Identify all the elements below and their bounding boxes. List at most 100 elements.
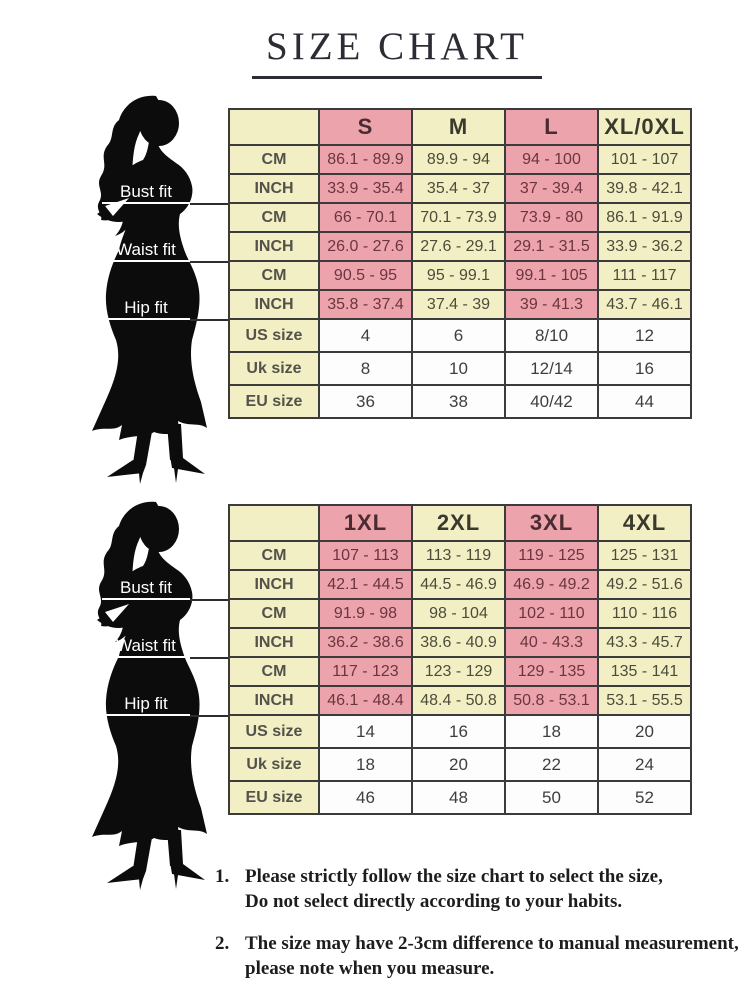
size-value-cell: 24 — [597, 747, 692, 782]
row-label: INCH — [228, 173, 320, 204]
size-value-cell: 117 - 123 — [318, 656, 413, 687]
table-row: INCH 46.1 - 48.4 48.4 - 50.8 50.8 - 53.1 53.… — [228, 685, 692, 716]
size-value-cell: 48 — [411, 780, 506, 815]
size-value-cell: 26.0 - 27.6 — [318, 231, 413, 262]
row-label: INCH — [228, 627, 320, 658]
table-row: EU size 46 48 50 52 — [228, 780, 692, 815]
waist-fit-label: Waist fit — [102, 240, 190, 262]
body-dress-shape — [92, 542, 207, 846]
note-line: please note when you measure. — [245, 958, 495, 980]
note-line: Please strictly follow the size chart to… — [245, 866, 663, 887]
size-value-cell: 16 — [411, 714, 506, 749]
size-value-cell: 40/42 — [504, 384, 599, 419]
notes-section: 1. Please strictly follow the size chart… — [215, 864, 740, 998]
table-row: US size 4 6 8/10 12 — [228, 318, 692, 353]
note-number: 2. — [215, 933, 230, 955]
note-line: The size may have 2-3cm difference to ma… — [245, 933, 739, 955]
left-leg-heel-shape — [107, 830, 153, 890]
size-value-cell: 123 - 129 — [411, 656, 506, 687]
row-label: INCH — [228, 289, 320, 320]
size-value-cell: 22 — [504, 747, 599, 782]
size-value-cell: 4 — [318, 318, 413, 353]
row-label: INCH — [228, 685, 320, 716]
table-row: INCH 33.9 - 35.4 35.4 - 37 37 - 39.4 39.8 - … — [228, 173, 692, 204]
size-value-cell: 49.2 - 51.6 — [597, 569, 692, 600]
size-value-cell: 46.1 - 48.4 — [318, 685, 413, 716]
size-value-cell: 101 - 107 — [597, 144, 692, 175]
table-row: CM 107 - 113 113 - 119 119 - 125 125 - 131 — [228, 540, 692, 571]
woman-silhouette — [92, 501, 207, 890]
table-row: INCH 36.2 - 38.6 38.6 - 40.9 40 - 43.3 43.3 … — [228, 627, 692, 658]
size-header-row: 1XL 2XL 3XL 4XL — [228, 504, 692, 542]
row-label: EU size — [228, 780, 320, 815]
row-label: CM — [228, 540, 320, 571]
size-value-cell: 46 — [318, 780, 413, 815]
size-value-cell: 70.1 - 73.9 — [411, 202, 506, 233]
size-value-cell: 8 — [318, 351, 413, 386]
row-label: INCH — [228, 569, 320, 600]
size-value-cell: 44.5 - 46.9 — [411, 569, 506, 600]
arm-gap-shape — [105, 604, 129, 622]
size-value-cell: 43.7 - 46.1 — [597, 289, 692, 320]
page-title: SIZE CHART — [252, 24, 542, 79]
table-row: Uk size 18 20 22 24 — [228, 747, 692, 782]
row-label: US size — [228, 714, 320, 749]
size-value-cell: 135 - 141 — [597, 656, 692, 687]
size-value-cell: 40 - 43.3 — [504, 627, 599, 658]
size-value-cell: 18 — [504, 714, 599, 749]
size-value-cell: 36 — [318, 384, 413, 419]
size-column-header: 4XL — [597, 504, 692, 542]
size-table-1xl-4xl: 1XL 2XL 3XL 4XL CM 107 - 113 113 - 119 119 - 12… — [228, 504, 692, 815]
size-value-cell: 111 - 117 — [597, 260, 692, 291]
size-value-cell: 35.4 - 37 — [411, 173, 506, 204]
row-label: CM — [228, 656, 320, 687]
size-value-cell: 44 — [597, 384, 692, 419]
row-label: CM — [228, 202, 320, 233]
body-dress-shape — [92, 136, 207, 440]
size-value-cell: 66 - 70.1 — [318, 202, 413, 233]
waist-fit-pointer-line — [190, 657, 228, 659]
size-value-cell: 113 - 119 — [411, 540, 506, 571]
table-row: CM 86.1 - 89.9 89.9 - 94 94 - 100 101 - 107 — [228, 144, 692, 175]
size-value-cell: 110 - 116 — [597, 598, 692, 629]
size-value-cell: 20 — [597, 714, 692, 749]
size-value-cell: 119 - 125 — [504, 540, 599, 571]
row-label: CM — [228, 144, 320, 175]
woman-silhouette-figure-2 — [53, 490, 243, 890]
size-table-s-xl: S M L XL/0XL CM 86.1 - 89.9 89.9 - 94 94 - 100 1… — [228, 108, 692, 419]
size-column-header: 2XL — [411, 504, 506, 542]
hip-fit-pointer-line — [190, 319, 228, 321]
note-line: Do not select directly according to your… — [245, 891, 623, 913]
note-item: 1. Please strictly follow the size chart… — [215, 864, 740, 914]
row-label: Uk size — [228, 747, 320, 782]
size-value-cell: 125 - 131 — [597, 540, 692, 571]
size-value-cell: 98 - 104 — [411, 598, 506, 629]
size-value-cell: 39 - 41.3 — [504, 289, 599, 320]
table-row: Uk size 8 10 12/14 16 — [228, 351, 692, 386]
size-value-cell: 50 — [504, 780, 599, 815]
size-value-cell: 36.2 - 38.6 — [318, 627, 413, 658]
size-value-cell: 95 - 99.1 — [411, 260, 506, 291]
table-row: INCH 35.8 - 37.4 37.4 - 39 39 - 41.3 43.7 - … — [228, 289, 692, 320]
size-column-header: 1XL — [318, 504, 413, 542]
size-value-cell: 129 - 135 — [504, 656, 599, 687]
size-column-header: S — [318, 108, 413, 146]
size-value-cell: 14 — [318, 714, 413, 749]
hip-fit-label: Hip fit — [102, 298, 190, 320]
size-value-cell: 16 — [597, 351, 692, 386]
hip-fit-label: Hip fit — [102, 694, 190, 716]
size-value-cell: 35.8 - 37.4 — [318, 289, 413, 320]
size-column-header: L — [504, 108, 599, 146]
bust-fit-pointer-line — [190, 599, 228, 601]
table-row: CM 117 - 123 123 - 129 129 - 135 135 - 141 — [228, 656, 692, 687]
waist-fit-pointer-line — [190, 261, 228, 263]
size-value-cell: 29.1 - 31.5 — [504, 231, 599, 262]
bust-fit-pointer-line — [190, 203, 228, 205]
size-value-cell: 46.9 - 49.2 — [504, 569, 599, 600]
row-label: CM — [228, 598, 320, 629]
woman-silhouette — [92, 95, 207, 484]
size-value-cell: 90.5 - 95 — [318, 260, 413, 291]
corner-cell — [228, 504, 320, 542]
size-header-row: S M L XL/0XL — [228, 108, 692, 146]
size-value-cell: 102 - 110 — [504, 598, 599, 629]
